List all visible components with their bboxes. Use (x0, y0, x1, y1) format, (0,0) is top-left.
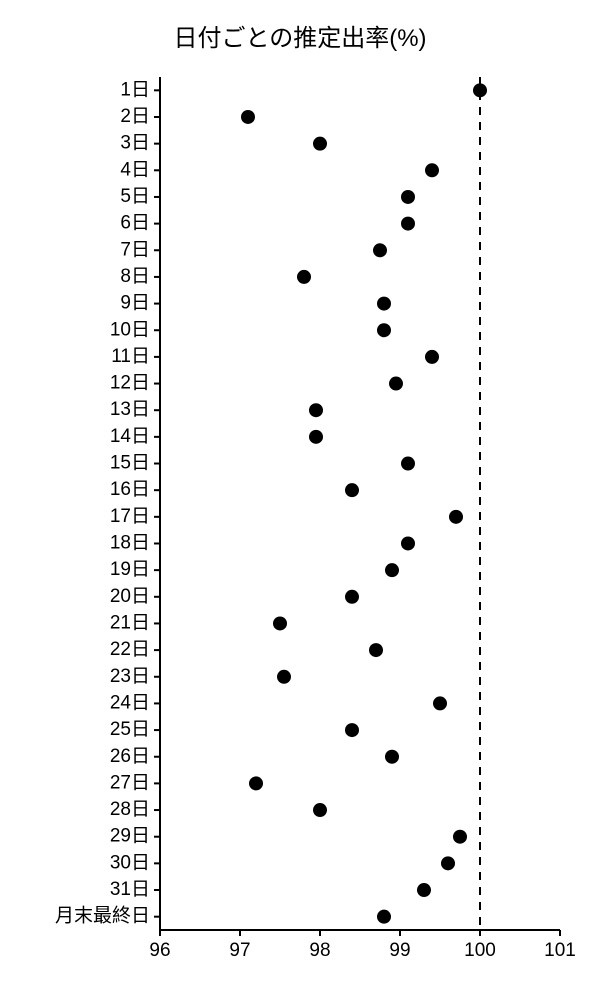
x-tick-label: 98 (309, 940, 330, 961)
data-point (241, 110, 255, 124)
x-tick-label: 100 (464, 940, 496, 961)
data-point (473, 83, 487, 97)
data-point (373, 243, 387, 257)
chart-container: 日付ごとの推定出率(%) 1日2日3日4日5日6日7日8日9日10日11日12日… (0, 0, 600, 1000)
data-point (449, 510, 463, 524)
y-tick-label: 22日 (110, 639, 150, 660)
y-tick-label: 20日 (110, 586, 150, 607)
y-tick-label: 17日 (110, 506, 150, 527)
data-point (385, 750, 399, 764)
data-point (453, 830, 467, 844)
y-tick-label: 29日 (110, 826, 150, 847)
y-tick-label: 23日 (110, 666, 150, 687)
data-point (425, 163, 439, 177)
x-tick-label: 99 (389, 940, 410, 961)
y-tick-label: 28日 (110, 799, 150, 820)
data-point (277, 670, 291, 684)
y-tick-label: 24日 (110, 692, 150, 713)
y-tick-label: 月末最終日 (55, 905, 150, 927)
data-point (313, 137, 327, 151)
x-tick-label: 97 (229, 940, 250, 961)
data-point (249, 776, 263, 790)
data-point (273, 616, 287, 630)
y-tick-label: 16日 (110, 479, 150, 500)
y-tick-label: 18日 (110, 533, 150, 554)
data-point (425, 350, 439, 364)
y-tick-label: 8日 (120, 266, 150, 287)
y-tick-label: 10日 (110, 319, 150, 340)
data-point (297, 270, 311, 284)
data-point (441, 856, 455, 870)
data-point (377, 910, 391, 924)
y-tick-label: 19日 (110, 559, 150, 580)
chart-plot: 1日 2日 3日 4日 5日 6日 7日 8日 9日 10日 11日 12日 13日 14日 15日 16日 1… (0, 0, 600, 1000)
x-tick-label: 96 (149, 940, 170, 961)
data-point (309, 403, 323, 417)
data-point (345, 723, 359, 737)
y-tick-label: 2日 (120, 106, 150, 127)
y-tick-label: 21日 (110, 612, 150, 633)
y-tick-label: 26日 (110, 746, 150, 767)
y-tick-label: 3日 (120, 133, 150, 154)
data-point (389, 377, 403, 391)
y-tick-label: 14日 (110, 426, 150, 447)
data-point (377, 323, 391, 337)
y-tick-label: 11日 (111, 346, 150, 367)
y-tick-label: 4日 (120, 159, 150, 180)
data-point (401, 190, 415, 204)
y-tick-label: 7日 (120, 239, 150, 260)
y-tick-label: 13日 (110, 399, 150, 420)
data-point (345, 483, 359, 497)
data-point (369, 643, 383, 657)
data-point (401, 457, 415, 471)
y-tick-label: 5日 (120, 186, 150, 207)
y-tick-label: 12日 (110, 373, 150, 394)
data-point (401, 217, 415, 231)
y-tick-label: 31日 (110, 879, 150, 900)
data-point (385, 563, 399, 577)
data-point (433, 696, 447, 710)
data-point (345, 590, 359, 604)
y-tick-label: 27日 (110, 772, 150, 793)
data-point (401, 536, 415, 550)
data-point (377, 297, 391, 311)
y-tick-label: 15日 (110, 453, 150, 474)
y-tick-label: 9日 (120, 293, 150, 314)
y-tick-label: 30日 (110, 852, 150, 873)
x-tick-label: 101 (544, 940, 576, 961)
y-tick-label: 6日 (120, 213, 150, 234)
data-point (309, 430, 323, 444)
data-point (313, 803, 327, 817)
y-tick-label: 25日 (110, 719, 150, 740)
y-tick-label: 1日 (120, 79, 150, 100)
data-point (417, 883, 431, 897)
